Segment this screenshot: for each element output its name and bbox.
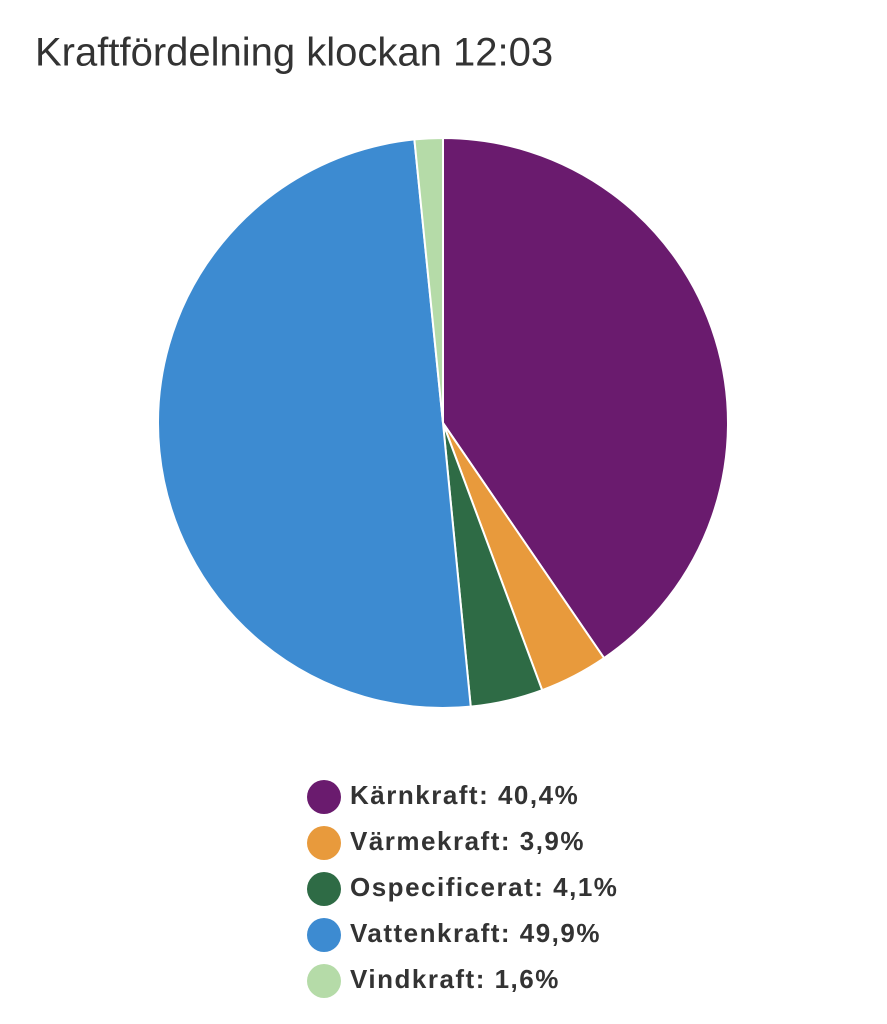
- legend-label: Vattenkraft: 49,9%: [350, 918, 601, 948]
- legend-marker: [307, 964, 341, 998]
- legend-marker: [307, 780, 341, 814]
- legend-label: Ospecificerat: 4,1%: [350, 872, 618, 902]
- pie-slice: [156, 138, 472, 710]
- pie-slice: [413, 136, 444, 424]
- legend-label: Kärnkraft: 40,4%: [350, 780, 579, 810]
- chart-title: Kraftfördelning klockan 12:03: [35, 31, 553, 75]
- legend-label: Vindkraft: 1,6%: [350, 964, 560, 994]
- legend-marker: [307, 918, 341, 952]
- legend-marker: [307, 872, 341, 906]
- pie-slice: [442, 136, 729, 660]
- legend-marker: [307, 826, 341, 860]
- legend-label: Värmekraft: 3,9%: [350, 826, 585, 856]
